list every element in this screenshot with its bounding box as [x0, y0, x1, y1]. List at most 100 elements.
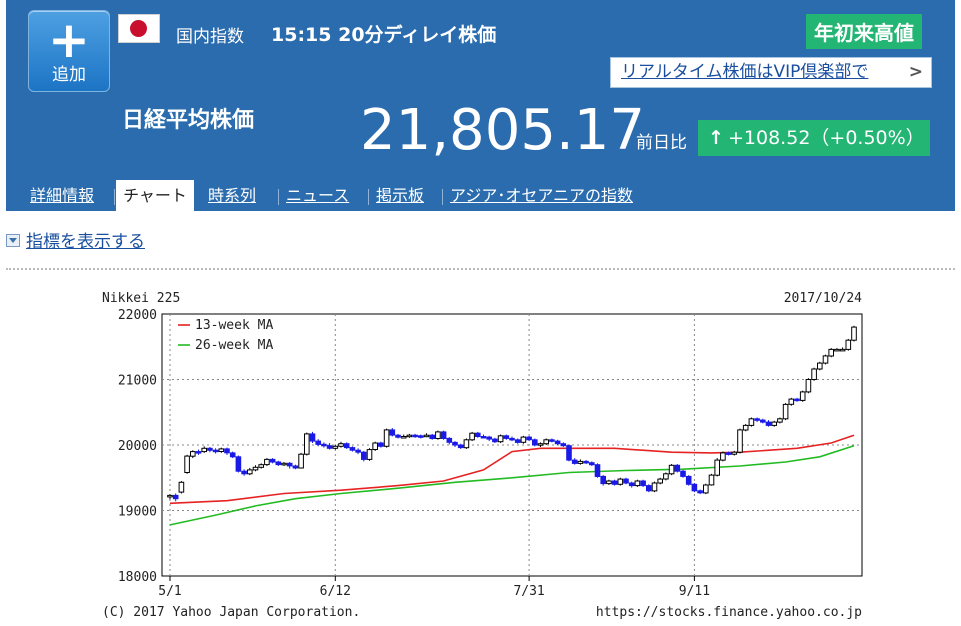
candle-body: [634, 480, 641, 487]
tab-chart[interactable]: チャート: [116, 180, 194, 211]
divider: [6, 268, 955, 270]
candle: [663, 472, 669, 481]
candle: [326, 443, 333, 450]
candle-body: [754, 418, 760, 421]
candle: [389, 427, 396, 437]
candle: [640, 479, 646, 487]
x-tick-label: 9/11: [679, 584, 710, 599]
japan-flag-icon: [118, 14, 160, 43]
candle-body: [457, 444, 464, 449]
candle-body: [212, 449, 219, 453]
candle: [355, 448, 361, 455]
candle-body: [771, 421, 778, 426]
candle-body: [435, 431, 441, 439]
candle: [275, 460, 282, 466]
candle: [332, 445, 339, 450]
candle-body: [703, 484, 709, 494]
vip-link-text: リアルタイム株価はVIP倶楽部で: [621, 62, 869, 82]
candle: [794, 397, 800, 402]
x-tick-label: 5/1: [158, 584, 181, 599]
candle-body: [486, 436, 492, 440]
show-indicators-label: 指標を表示する: [26, 232, 145, 252]
candle-body: [383, 429, 390, 447]
candle: [378, 441, 384, 448]
candle: [423, 433, 430, 438]
candle: [343, 442, 350, 449]
candle: [782, 403, 789, 421]
tab-details[interactable]: 詳細情報: [30, 186, 95, 205]
candle: [252, 465, 259, 472]
candle: [708, 473, 715, 486]
candle-body: [617, 478, 624, 485]
tab-asia-oceania[interactable]: アジア･オセアニアの指数: [450, 186, 634, 205]
moving-averages: [169, 434, 855, 526]
candle: [492, 437, 498, 444]
market-category: 国内指数: [176, 27, 244, 47]
candle-body: [731, 451, 738, 455]
candles: [167, 325, 857, 502]
candle-body: [708, 474, 715, 486]
chart-copyright: (C) 2017 Yahoo Japan Corporation.: [102, 605, 360, 620]
candle-body: [520, 436, 527, 443]
candle: [566, 444, 572, 462]
candle-body: [258, 464, 264, 468]
candle: [851, 325, 857, 342]
candle: [366, 448, 373, 461]
candle: [247, 467, 253, 476]
candle: [218, 447, 225, 453]
candle-body: [224, 448, 230, 454]
candle-body: [315, 440, 321, 445]
candle-body: [452, 441, 458, 446]
candle: [372, 441, 378, 451]
candle: [754, 417, 760, 423]
candle: [691, 482, 698, 493]
candle-body: [321, 443, 327, 447]
candle: [737, 428, 743, 454]
candle: [497, 434, 504, 444]
candle: [229, 451, 236, 459]
nikkei-candlestick-chart: 18000 19000 20000 21000 22000 5/1 6/12 7/31 9/11…: [102, 291, 863, 620]
page-title: 日経平均株価: [122, 108, 255, 133]
y-tick-label: 20000: [118, 439, 157, 454]
candle-body: [834, 348, 840, 352]
candle: [406, 433, 413, 438]
candle: [281, 462, 287, 466]
candle-body: [560, 443, 567, 447]
candle-body: [429, 434, 435, 439]
candle: [805, 378, 812, 394]
candle: [799, 390, 806, 402]
vip-realtime-link[interactable]: リアルタイム株価はVIP倶楽部で >: [610, 57, 932, 88]
candle: [418, 434, 424, 439]
candle: [469, 431, 475, 442]
candle-body: [167, 494, 173, 498]
candle-body: [400, 436, 407, 439]
candle: [241, 469, 247, 476]
candle-body: [235, 456, 242, 472]
candle-body: [514, 439, 521, 443]
tab-board[interactable]: 掲示板: [376, 186, 425, 205]
candle-body: [799, 391, 806, 401]
tab-time-series[interactable]: 時系列: [208, 186, 257, 205]
candle-body: [760, 419, 766, 423]
candle: [184, 454, 190, 474]
candle: [646, 484, 652, 493]
candle-body: [663, 473, 669, 480]
candle: [190, 450, 196, 459]
candle-body: [418, 435, 424, 438]
add-to-portfolio-button[interactable]: + 追加: [28, 10, 110, 92]
candle: [731, 450, 738, 456]
candle-body: [275, 461, 282, 466]
candle: [714, 458, 721, 477]
tab-news[interactable]: ニュース: [286, 186, 350, 205]
x-tick-label: 6/12: [320, 584, 351, 599]
plus-icon: +: [48, 11, 90, 69]
chart-title: Nikkei 225: [102, 291, 180, 306]
candle-body: [281, 462, 287, 466]
candle: [771, 420, 778, 427]
candle-body: [606, 480, 612, 485]
candle-body: [480, 436, 487, 439]
candle: [286, 462, 293, 469]
candle-body: [537, 443, 544, 446]
candle: [457, 443, 464, 449]
candle-body: [298, 453, 304, 469]
